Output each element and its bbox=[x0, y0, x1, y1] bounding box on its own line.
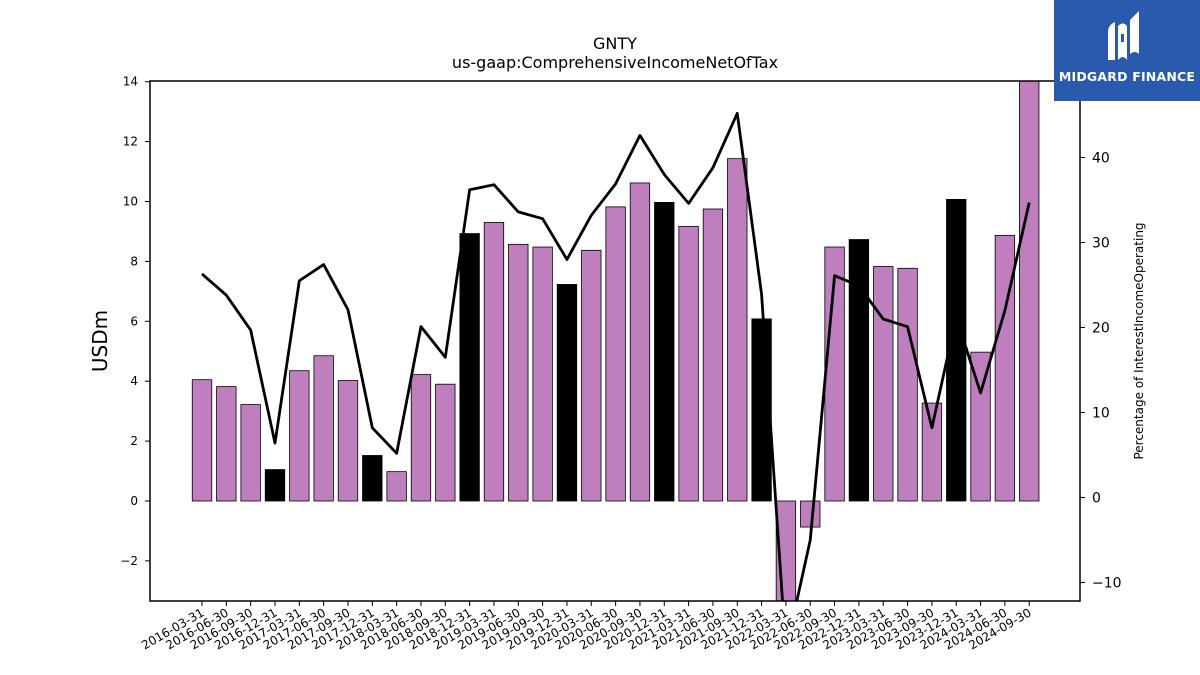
y2-tick-label: 30 bbox=[1092, 236, 1110, 252]
bar-2024-06-30 bbox=[994, 234, 1016, 502]
line-group bbox=[201, 111, 1031, 601]
y2-axis-label: Percentage of InterestIncomeOperating bbox=[1132, 222, 1146, 459]
y-tick-label: 4 bbox=[130, 374, 138, 388]
bar-2019-03-31 bbox=[483, 222, 505, 502]
bar-2016-09-30 bbox=[240, 404, 261, 502]
y2-tick-label: 20 bbox=[1092, 321, 1110, 337]
chart-subtitle: us-gaap:ComprehensiveIncomeNetOfTax bbox=[452, 53, 778, 72]
bar-2017-09-30 bbox=[337, 380, 359, 502]
chart-title: GNTY bbox=[593, 34, 637, 53]
brand-logo: MIDGARD FINANCE bbox=[1054, 0, 1200, 101]
bar-2021-06-30 bbox=[702, 208, 724, 502]
percentage-line bbox=[201, 111, 1031, 601]
bar-2023-06-30 bbox=[897, 267, 918, 502]
axes: −202468101214−100102030402016-03-312016-… bbox=[120, 75, 1121, 653]
midgard-logo-icon bbox=[1108, 11, 1139, 60]
y-tick-label: 2 bbox=[130, 434, 138, 448]
bar-2021-03-31 bbox=[678, 225, 699, 502]
bar-2020-09-30 bbox=[629, 182, 651, 502]
plot-frame bbox=[149, 80, 1081, 602]
bar-2017-12-31 bbox=[362, 455, 383, 502]
bar-2019-12-31 bbox=[556, 284, 578, 502]
bar-2024-03-31 bbox=[970, 351, 991, 502]
y2-tick-label: 40 bbox=[1092, 151, 1110, 167]
bar-2017-03-31 bbox=[289, 370, 310, 502]
bar-2023-03-31 bbox=[873, 266, 894, 502]
bar-2020-03-31 bbox=[581, 249, 602, 502]
bar-2020-12-31 bbox=[654, 201, 675, 502]
bar-2016-06-30 bbox=[216, 386, 237, 502]
bar-2019-06-30 bbox=[508, 243, 529, 502]
bar-group bbox=[191, 81, 1040, 601]
bar-2019-09-30 bbox=[532, 246, 553, 502]
bar-2021-09-30 bbox=[727, 158, 748, 502]
bar-2022-06-30 bbox=[800, 500, 821, 528]
bar-2020-06-30 bbox=[605, 206, 626, 502]
y-axis-label: USDm bbox=[88, 310, 112, 372]
y2-tick-label: 10 bbox=[1092, 406, 1110, 422]
y-tick-label: 10 bbox=[123, 195, 138, 209]
y2-tick-label: −10 bbox=[1092, 576, 1122, 592]
y-tick-label: 14 bbox=[123, 75, 138, 89]
bar-2018-03-31 bbox=[386, 471, 407, 502]
bar-2016-03-31 bbox=[191, 379, 213, 502]
y-tick-label: 0 bbox=[130, 494, 138, 508]
bar-2017-06-30 bbox=[313, 355, 334, 502]
y-tick-label: 8 bbox=[130, 254, 138, 268]
bar-2018-06-30 bbox=[410, 374, 432, 502]
y2-tick-label: 0 bbox=[1092, 491, 1101, 507]
bar-2016-12-31 bbox=[264, 469, 286, 502]
bar-2022-12-31 bbox=[848, 239, 870, 502]
y-tick-label: 12 bbox=[123, 135, 138, 149]
bar-2018-12-31 bbox=[459, 233, 480, 502]
bar-2023-09-30 bbox=[921, 402, 943, 502]
bar-2018-09-30 bbox=[435, 383, 456, 502]
y-tick-label: −2 bbox=[120, 554, 138, 568]
y-tick-label: 6 bbox=[130, 314, 138, 328]
brand-name: MIDGARD FINANCE bbox=[1058, 69, 1196, 84]
bar-2024-09-30 bbox=[1019, 81, 1040, 502]
